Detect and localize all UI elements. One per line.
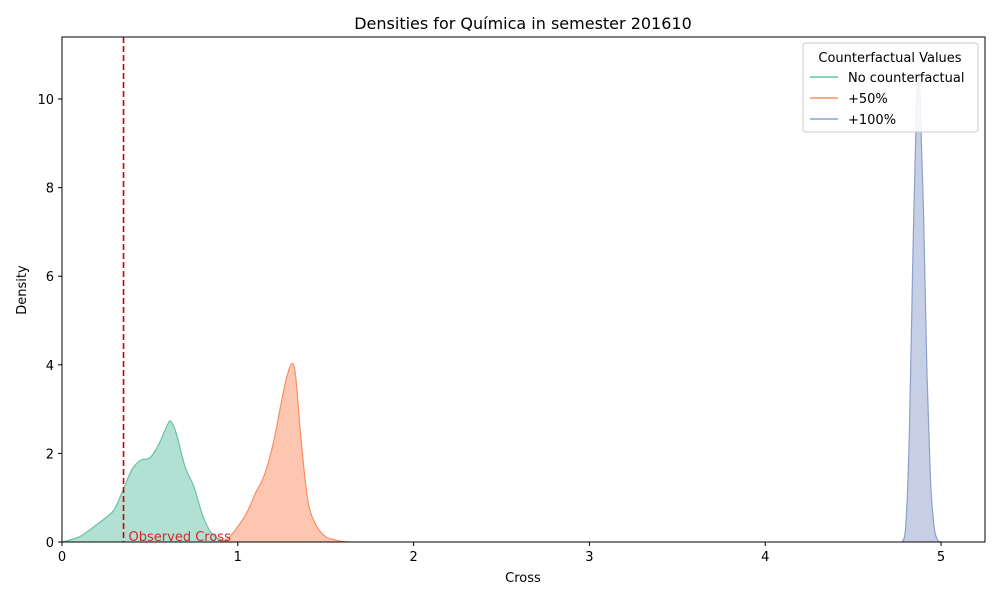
x-tick-label: 0 [58, 550, 66, 565]
legend-entry-label: +50% [848, 92, 888, 107]
x-tick-label: 4 [761, 550, 769, 565]
legend-title: Counterfactual Values [818, 51, 961, 66]
y-tick-label: 2 [46, 447, 54, 462]
legend-entry-label: +100% [848, 113, 896, 128]
x-tick-label: 3 [585, 550, 593, 565]
x-axis-label: Cross [505, 571, 541, 586]
series-layer [62, 74, 942, 542]
y-axis-ticks: 0 2 4 6 8 10 [37, 93, 62, 551]
x-tick-label: 1 [234, 550, 242, 565]
y-tick-label: 8 [46, 182, 54, 197]
x-tick-label: 2 [409, 550, 417, 565]
y-tick-label: 0 [46, 536, 54, 551]
density-area-50 [220, 363, 353, 542]
legend-box [802, 42, 979, 133]
density-line-50 [219, 362, 353, 542]
x-axis-ticks: 0 1 2 3 4 5 [58, 542, 945, 565]
y-tick-label: 10 [37, 93, 54, 108]
y-tick-label: 6 [46, 270, 54, 285]
y-axis-label: Density [15, 265, 30, 315]
legend-entry-label: No counterfactual [848, 71, 964, 86]
plot-frame [61, 36, 986, 543]
x-tick-label: 5 [937, 550, 945, 565]
observed-cross-label: Observed Cross [129, 530, 232, 545]
density-area-100 [902, 75, 942, 542]
legend: Counterfactual Values No counterfactual +… [802, 42, 979, 133]
chart-title: Densities for Química in semester 201610 [354, 14, 692, 33]
annotation-layer: Observed Cross [122, 37, 232, 545]
density-line-no-counterfactual [62, 420, 230, 542]
density-area-no-counterfactual [62, 420, 230, 542]
y-tick-label: 4 [46, 359, 54, 374]
